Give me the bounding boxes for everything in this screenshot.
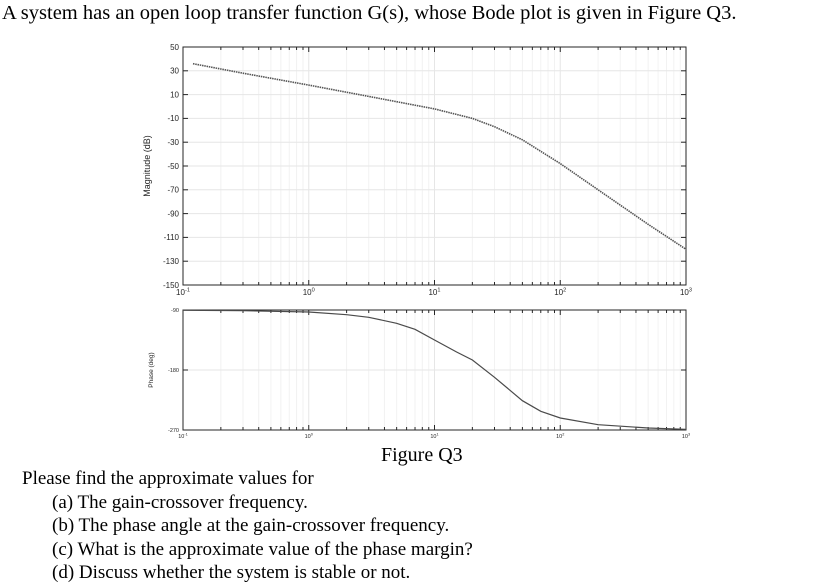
- y-tick-label: -110: [164, 233, 180, 242]
- y-axis-label: Magnitude (dB): [142, 135, 152, 197]
- x-tick-label: 10-1: [178, 433, 188, 440]
- question-b: (b) The phase angle at the gain-crossove…: [52, 515, 450, 536]
- y-tick-label: -70: [167, 186, 179, 195]
- figure-caption: Figure Q3: [381, 444, 463, 466]
- y-tick-label: -270: [168, 428, 179, 434]
- y-tick-label: -30: [167, 138, 179, 147]
- question-intro: Please find the approximate values for: [22, 468, 314, 489]
- x-tick-label: 102: [556, 433, 564, 440]
- y-tick-label: -10: [167, 114, 179, 123]
- question-d: (d) Discuss whether the system is stable…: [52, 562, 411, 583]
- x-tick-label: 100: [305, 433, 313, 440]
- y-tick-label: -130: [163, 257, 180, 266]
- problem-statement: A system has an open loop transfer funct…: [2, 2, 737, 24]
- series-line: [182, 309, 687, 430]
- x-tick-label: 103: [682, 433, 690, 440]
- x-tick-label: 101: [430, 433, 438, 440]
- series-line: [192, 62, 687, 250]
- y-tick-label: -150: [163, 281, 180, 290]
- y-tick-label: 30: [170, 67, 179, 76]
- y-tick-label: 10: [170, 90, 179, 99]
- question-a: (a) The gain-crossover frequency.: [52, 491, 308, 513]
- x-tick-label: 101: [428, 287, 440, 297]
- y-tick-label: -90: [167, 209, 179, 218]
- x-tick-label: 102: [554, 287, 566, 297]
- y-tick-label: 50: [170, 43, 179, 52]
- x-tick-label: 100: [303, 287, 315, 297]
- x-tick-label: 10-1: [176, 287, 190, 297]
- y-axis-label: Phase (deg): [148, 352, 155, 387]
- question-c: (c) What is the approximate value of the…: [52, 538, 473, 560]
- y-tick-label: -180: [168, 368, 179, 374]
- y-tick-label: -50: [167, 162, 179, 171]
- x-tick-label: 103: [680, 287, 692, 297]
- y-tick-label: -90: [171, 308, 179, 314]
- question-list: Please find the approximate values for (…: [22, 467, 473, 585]
